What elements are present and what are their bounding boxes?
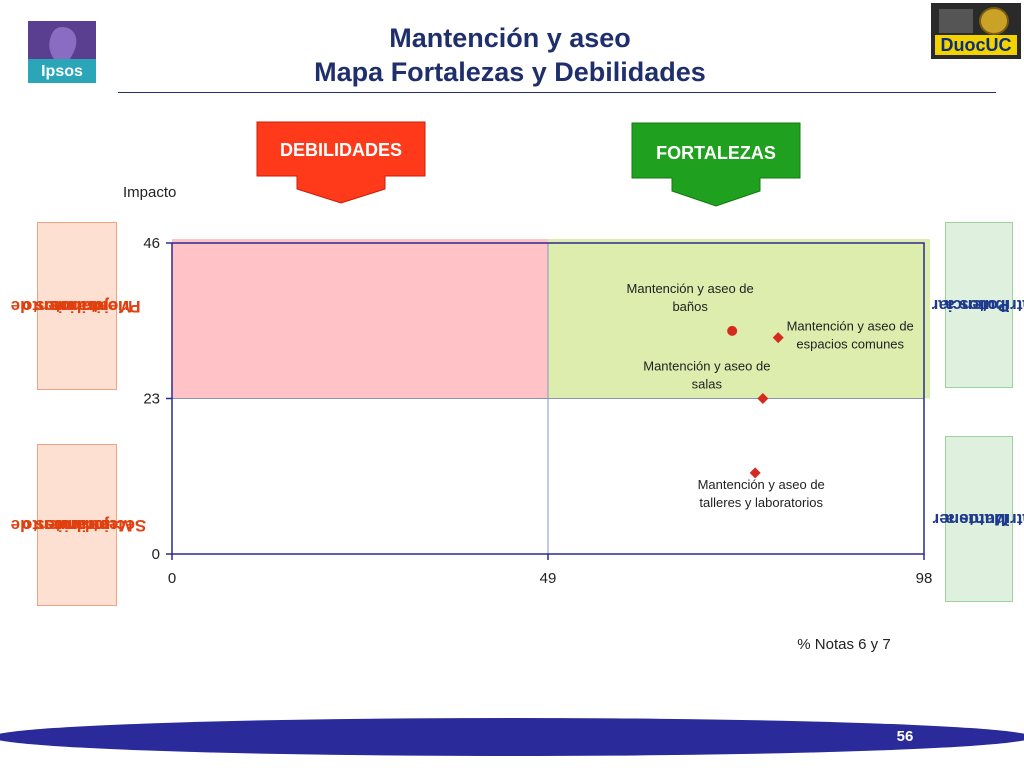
y-tick-label: 46 bbox=[143, 235, 160, 252]
title-divider bbox=[118, 92, 996, 93]
footer-bar bbox=[0, 718, 1024, 756]
data-label: salas bbox=[692, 377, 723, 392]
page-title: Mantención y aseo bbox=[389, 23, 631, 53]
ipsos-logo: Ipsos bbox=[28, 21, 96, 83]
prioritarios-box: atributos de Mejoramiento Prioritarios bbox=[10, 222, 140, 390]
x-tick-label: 0 bbox=[168, 570, 176, 587]
data-label: Mantención y aseo de bbox=[698, 477, 825, 492]
fortalezas-label: FORTALEZAS bbox=[656, 143, 776, 163]
debilidades-label: DEBILIDADES bbox=[280, 140, 402, 160]
y-tick-label: 23 bbox=[143, 391, 160, 408]
page-number: 56 bbox=[896, 728, 914, 745]
x-tick-label: 49 bbox=[540, 570, 557, 587]
y-axis-title: Impacto bbox=[123, 184, 176, 201]
data-label: talleres y laboratorios bbox=[699, 495, 823, 510]
x-tick-label: 98 bbox=[916, 570, 933, 587]
strength-quadrant bbox=[548, 239, 930, 399]
x-axis-title: % Notas 6 y 7 bbox=[797, 636, 890, 653]
duoc-seal-icon bbox=[979, 7, 1009, 35]
mantener-box: atributos a Mantener bbox=[932, 436, 1024, 602]
page-subtitle: Mapa Fortalezas y Debilidades bbox=[314, 57, 706, 87]
duoc-logo-text: DuocUC bbox=[935, 35, 1017, 55]
weakness-quadrant bbox=[172, 239, 548, 399]
data-label: espacios comunes bbox=[796, 337, 904, 352]
ipsos-logo-text: Ipsos bbox=[41, 63, 83, 80]
secundarios-box: atributos de Mejoramiento Secundarios bbox=[10, 444, 146, 606]
potenciar-box: atributos a Potenciar bbox=[931, 222, 1024, 388]
data-point bbox=[757, 393, 769, 404]
fortalezas-arrow: FORTALEZAS bbox=[631, 122, 801, 207]
data-label: Mantención y aseo de bbox=[643, 359, 770, 374]
duoc-building-icon bbox=[939, 9, 973, 33]
debilidades-arrow: DEBILIDADES bbox=[256, 121, 426, 204]
data-point bbox=[772, 332, 784, 344]
plot-area: 0 23 46 0 49 98 Mantención y aseo de baños Mante… bbox=[143, 235, 932, 587]
y-tick-label: 0 bbox=[152, 546, 160, 563]
duoc-logo: DuocUC bbox=[931, 3, 1021, 59]
data-label: Mantención y aseo de bbox=[787, 319, 914, 334]
data-point bbox=[727, 325, 738, 336]
data-label: baños bbox=[672, 299, 708, 314]
data-label: Mantención y aseo de bbox=[627, 281, 754, 296]
data-point bbox=[749, 467, 761, 479]
